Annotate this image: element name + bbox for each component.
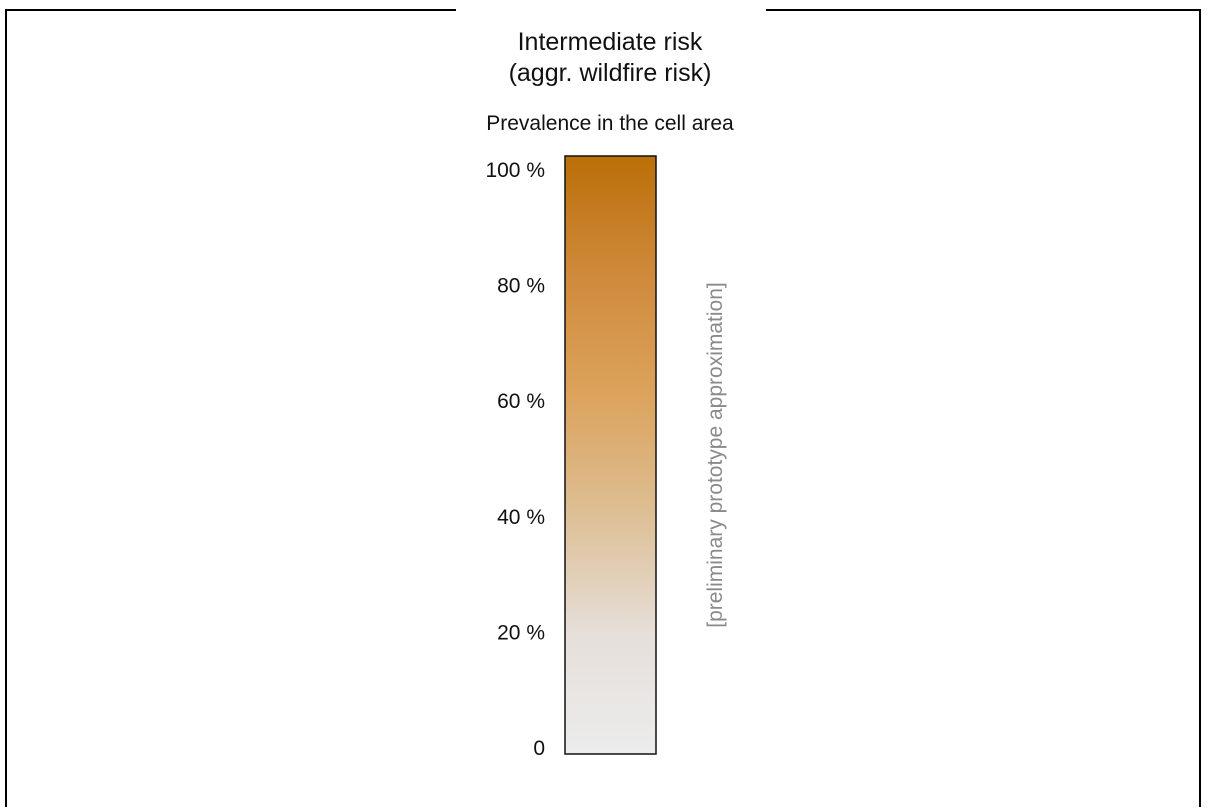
chart-title-line-2: (aggr. wildfire risk): [509, 59, 712, 87]
frame-title-gap: [456, 8, 766, 12]
tick-label: 40 %: [497, 506, 545, 529]
tick-label: 100 %: [485, 159, 545, 182]
tick-labels: 0 20 % 40 % 60 % 80 % 100 %: [485, 159, 545, 760]
tick-label: 60 %: [497, 390, 545, 413]
chart-title-line-1: Intermediate risk: [518, 28, 703, 56]
colorbar-gradient: [564, 155, 657, 755]
side-note: [preliminary prototype approximation]: [704, 282, 727, 628]
tick-label: 20 %: [497, 621, 545, 644]
tick-label: 0: [533, 737, 545, 760]
tick-label: 80 %: [497, 275, 545, 298]
chart-subtitle: Prevalence in the cell area: [486, 112, 734, 135]
